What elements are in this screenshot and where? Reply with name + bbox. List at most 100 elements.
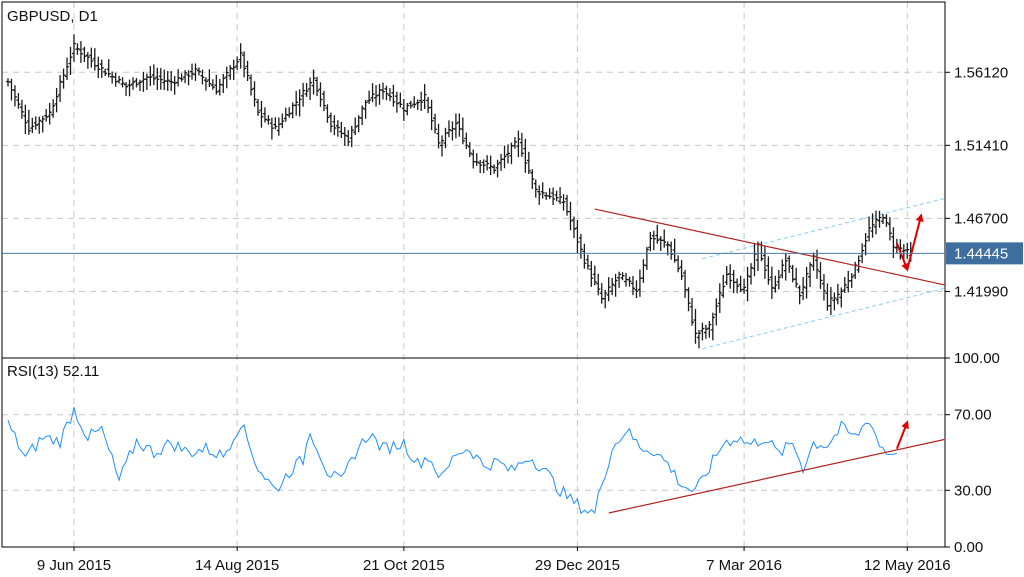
price-bar (33, 116, 38, 130)
price-bar (318, 82, 323, 107)
price-bar (30, 117, 35, 134)
price-bar (794, 267, 799, 288)
price-bar (120, 77, 125, 88)
price-bar (467, 142, 472, 158)
price-bar (117, 75, 122, 84)
price-bar (200, 69, 205, 85)
rsi-series-line (7, 407, 898, 515)
price-bar (82, 46, 87, 62)
price-chart-title: GBPUSD, D1 (7, 8, 98, 25)
price-bar (537, 185, 542, 205)
axes: 1.56120 1.51410 1.46700 1.41990 1.44445 100.0… (37, 64, 1023, 574)
price-bar (495, 159, 500, 178)
price-bar (127, 79, 132, 97)
price-bar (842, 277, 847, 293)
price-bar (429, 99, 434, 131)
price-bar (276, 117, 281, 136)
price-bar (620, 272, 625, 281)
price-bar (804, 266, 809, 299)
price-bar (773, 275, 778, 293)
price-bar (99, 59, 104, 78)
price-bar (721, 274, 726, 298)
price-bar (617, 271, 622, 288)
rsi-tick-label: 30.00 (954, 482, 992, 499)
price-bar (651, 230, 656, 251)
price-bar (676, 255, 681, 273)
price-bar (75, 43, 80, 55)
rsi-tick-label: 70.00 (954, 407, 992, 424)
price-bar (339, 121, 344, 138)
price-bar (554, 190, 559, 202)
price-bar (394, 91, 399, 113)
price-bar (571, 216, 576, 239)
price-bar (228, 65, 233, 80)
channel-lines (702, 197, 946, 350)
price-bar (440, 135, 445, 157)
rsi-chart-title: RSI(13) 52.11 (7, 363, 99, 380)
price-bar (610, 277, 615, 296)
price-bar (224, 66, 229, 89)
price-bar (769, 266, 774, 300)
price-bar (662, 229, 667, 248)
price-bar (433, 113, 438, 134)
price-bar (488, 155, 493, 176)
price-bar (780, 259, 785, 279)
price-bar (37, 116, 42, 134)
rsi-tick-label: 0.00 (954, 539, 983, 556)
rsi-trendline (608, 438, 946, 514)
price-bar (304, 83, 309, 97)
date-tick-label: 7 Mar 2016 (706, 557, 782, 574)
price-bar (478, 159, 483, 174)
price-bar (40, 115, 45, 133)
price-bar (530, 169, 535, 190)
price-bar (509, 142, 514, 165)
price-bar (415, 99, 420, 110)
price-bar (540, 182, 545, 199)
price-bar (568, 201, 573, 231)
chart-frame (1, 1, 946, 548)
price-bar (269, 117, 274, 140)
price-bar (846, 270, 851, 293)
price-bar (193, 63, 198, 81)
price-bar (634, 280, 639, 299)
price-bar (533, 179, 538, 198)
price-bar (252, 81, 257, 107)
price-bar (134, 77, 139, 88)
price-arrow (906, 213, 924, 270)
price-bar (874, 210, 879, 235)
price-bar (453, 113, 458, 139)
price-bar (158, 67, 163, 90)
price-bar (512, 137, 517, 149)
price-bar (266, 115, 271, 125)
price-bar (325, 104, 330, 123)
price-bar (391, 84, 396, 107)
price-bar (61, 68, 66, 89)
price-bar (603, 289, 608, 309)
price-bar (832, 292, 837, 311)
price-bar (190, 63, 195, 80)
price-bar (724, 266, 729, 286)
price-bar (776, 269, 781, 290)
price-bar (287, 107, 292, 118)
price-bar (58, 75, 63, 102)
price-bar (96, 56, 101, 79)
price-bar (880, 213, 885, 225)
price-bar (78, 41, 83, 63)
price-bar (558, 187, 563, 205)
price-bar (235, 56, 240, 70)
price-bar (592, 265, 597, 286)
price-bar (54, 87, 59, 113)
price-bar (887, 217, 892, 241)
price-bar (835, 283, 840, 305)
date-tick-label: 14 Aug 2015 (195, 557, 279, 574)
price-bar (714, 298, 719, 326)
price-bar (672, 238, 677, 263)
price-bar (641, 259, 646, 283)
price-bar (210, 79, 215, 90)
price-bar (169, 71, 174, 91)
price-bar (203, 77, 208, 91)
price-bar (749, 263, 754, 285)
price-bar (710, 312, 715, 341)
price-bar (130, 77, 135, 90)
price-bar (280, 113, 285, 129)
